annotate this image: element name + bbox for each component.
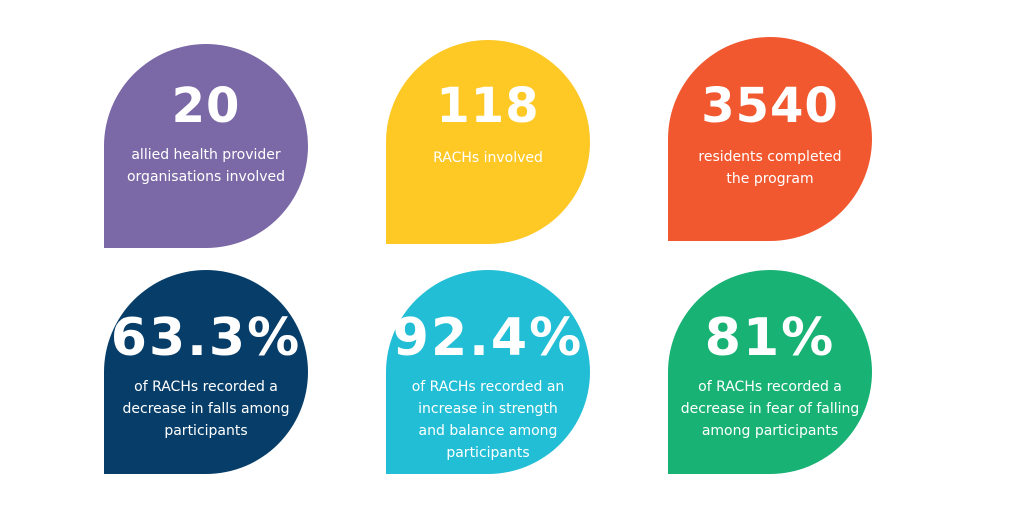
stat-description: of RACHs recorded a decrease in falls am…: [112, 376, 300, 442]
stat-card-falls-decrease: 63.3% of RACHs recorded a decrease in fa…: [104, 270, 308, 474]
stat-description-line: of RACHs recorded a: [134, 379, 278, 395]
stat-description-line: allied health provider: [131, 147, 281, 163]
stat-description-line: participants: [164, 423, 248, 439]
stat-card-residents-completed: 3540 residents completed the program: [668, 37, 872, 241]
stat-description-line: among participants: [701, 423, 839, 439]
stat-value: 63.3%: [110, 308, 302, 368]
stat-description-line: decrease in falls among: [122, 401, 290, 417]
stat-description: of RACHs recorded an increase in strengt…: [394, 376, 582, 464]
stat-value: 118: [436, 78, 540, 134]
stat-description-line: and balance among: [418, 423, 558, 439]
stat-description: of RACHs recorded a decrease in fear of …: [676, 376, 864, 442]
stat-card-rachs-involved: 118 RACHs involved: [386, 40, 590, 244]
stat-value: 3540: [701, 78, 839, 134]
stat-description-line: organisations involved: [126, 169, 286, 185]
stat-value: 20: [171, 78, 241, 134]
stat-description-line: the program: [726, 171, 814, 187]
stat-description-line: residents completed: [698, 149, 842, 165]
stat-description: allied health provider organisations inv…: [112, 144, 300, 188]
stat-description-line: decrease in fear of falling: [680, 401, 860, 417]
stat-description-line: RACHs involved: [433, 150, 543, 166]
stat-value: 81%: [704, 308, 836, 368]
stat-description: RACHs involved: [394, 147, 582, 169]
stat-card-fear-of-falling: 81% of RACHs recorded a decrease in fear…: [668, 270, 872, 474]
stat-card-allied-health: 20 allied health provider organisations …: [104, 44, 308, 248]
stat-description: residents completed the program: [676, 146, 864, 190]
stat-description-line: participants: [446, 445, 530, 461]
stat-card-strength-balance: 92.4% of RACHs recorded an increase in s…: [386, 270, 590, 474]
stat-description-line: increase in strength: [418, 401, 558, 417]
stat-description-line: of RACHs recorded an: [411, 379, 565, 395]
stat-description-line: of RACHs recorded a: [698, 379, 842, 395]
stat-value: 92.4%: [392, 308, 584, 368]
